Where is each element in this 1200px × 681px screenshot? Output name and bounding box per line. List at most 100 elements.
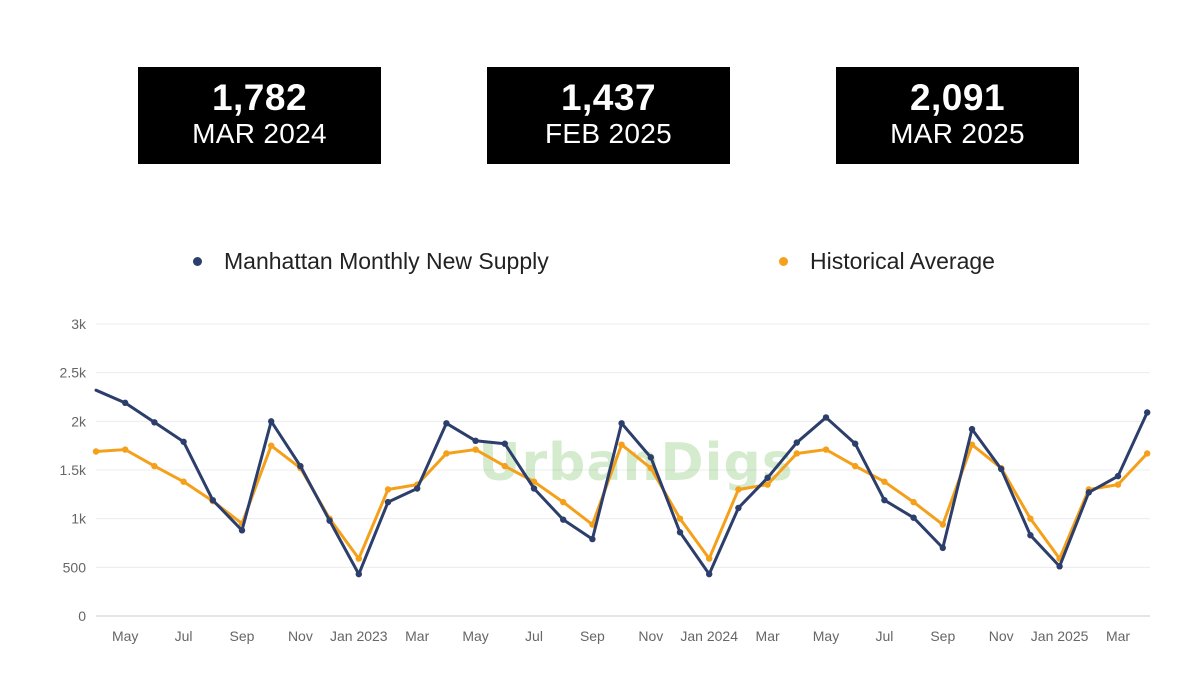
data-point[interactable] <box>180 478 187 485</box>
data-point[interactable] <box>501 462 508 470</box>
data-point[interactable] <box>735 504 742 512</box>
data-point[interactable] <box>1056 563 1063 570</box>
data-point[interactable] <box>793 450 800 457</box>
x-tick-label: Jul <box>525 628 543 644</box>
data-point[interactable] <box>151 419 158 426</box>
data-point[interactable] <box>472 437 479 444</box>
data-point[interactable] <box>939 544 946 552</box>
x-axis-ticks: May Jul Sep Nov Jan 2023 Mar May Jul Sep Nov Jan 2… <box>112 628 1130 644</box>
data-point[interactable] <box>1144 409 1151 416</box>
data-point[interactable] <box>735 486 742 493</box>
data-point[interactable] <box>706 555 713 562</box>
data-point[interactable] <box>530 485 538 492</box>
data-point[interactable] <box>910 498 917 506</box>
x-tick-label: Jul <box>175 628 193 644</box>
x-tick-label: Mar <box>756 628 780 644</box>
data-point[interactable] <box>560 498 567 506</box>
x-tick-label: Sep <box>580 628 605 644</box>
data-point[interactable] <box>1144 450 1151 457</box>
data-point[interactable] <box>501 440 508 447</box>
data-point[interactable] <box>122 399 129 407</box>
data-point[interactable] <box>355 570 362 578</box>
data-point[interactable] <box>151 462 158 470</box>
data-point[interactable] <box>647 454 654 461</box>
legend-item-historical-average[interactable]: Historical Average <box>779 248 995 275</box>
x-tick-label: May <box>813 628 839 644</box>
data-point[interactable] <box>618 420 625 427</box>
x-tick-label: Nov <box>989 628 1014 644</box>
x-tick-label: Sep <box>930 628 955 644</box>
data-point[interactable] <box>1085 489 1093 496</box>
data-point[interactable] <box>1027 515 1034 522</box>
data-point[interactable] <box>560 516 567 523</box>
legend-item-new-supply[interactable]: Manhattan Monthly New Supply <box>193 248 549 275</box>
y-tick-label: 0 <box>78 608 86 624</box>
y-tick-label: 1k <box>71 511 87 527</box>
data-point[interactable] <box>443 420 450 427</box>
data-point[interactable] <box>852 440 859 447</box>
data-point[interactable] <box>618 441 625 448</box>
series-lines <box>92 388 1151 578</box>
data-point[interactable] <box>968 425 976 433</box>
x-tick-label: May <box>462 628 488 644</box>
data-point[interactable] <box>384 498 392 506</box>
data-point[interactable] <box>443 450 450 457</box>
y-tick-label: 500 <box>63 559 87 575</box>
data-point[interactable] <box>268 442 275 449</box>
y-tick-label: 1.5k <box>60 462 87 478</box>
data-point[interactable] <box>764 481 771 488</box>
data-point[interactable] <box>530 478 538 485</box>
data-point[interactable] <box>589 535 596 543</box>
data-point[interactable] <box>384 486 392 493</box>
data-point[interactable] <box>297 462 304 470</box>
data-point[interactable] <box>852 462 859 470</box>
x-tick-label: Sep <box>230 628 255 644</box>
kpi-value: 1,782 <box>211 77 308 118</box>
series-new-supply <box>94 388 1151 578</box>
x-tick-label: Jan 2024 <box>680 628 738 644</box>
data-point[interactable] <box>209 496 216 504</box>
data-point[interactable] <box>676 529 684 536</box>
data-point[interactable] <box>647 464 654 472</box>
data-point[interactable] <box>881 478 888 485</box>
data-point[interactable] <box>939 521 946 528</box>
data-point[interactable] <box>122 446 129 453</box>
data-point[interactable] <box>355 555 362 562</box>
data-point[interactable] <box>910 514 917 521</box>
data-point[interactable] <box>998 465 1005 473</box>
data-point[interactable] <box>180 438 187 445</box>
x-tick-label: Jan 2025 <box>1031 628 1089 644</box>
data-point[interactable] <box>706 570 713 578</box>
kpi-card-mar-2024: 1,782 MAR 2024 <box>138 67 381 164</box>
data-point[interactable] <box>822 414 830 421</box>
data-point[interactable] <box>472 446 479 453</box>
legend-dot-icon <box>193 257 202 266</box>
data-point[interactable] <box>414 485 421 492</box>
y-axis-ticks: 0 500 1k 1.5k 2k 2.5k 3k <box>60 316 87 624</box>
data-point[interactable] <box>676 515 684 522</box>
data-point[interactable] <box>793 439 800 446</box>
data-point[interactable] <box>764 474 771 481</box>
data-point[interactable] <box>326 517 333 524</box>
kpi-card-mar-2025: 2,091 MAR 2025 <box>836 67 1079 164</box>
data-point[interactable] <box>238 527 246 534</box>
data-point[interactable] <box>968 441 976 448</box>
legend-dot-icon <box>779 257 788 266</box>
data-point[interactable] <box>1027 532 1034 539</box>
data-point[interactable] <box>1114 472 1122 480</box>
kpi-card-feb-2025: 1,437 FEB 2025 <box>487 67 730 164</box>
data-point[interactable] <box>268 418 275 425</box>
data-point[interactable] <box>822 446 830 453</box>
data-point[interactable] <box>1114 481 1122 488</box>
data-point[interactable] <box>881 496 888 504</box>
x-tick-label: May <box>112 628 138 644</box>
data-point[interactable] <box>92 448 100 455</box>
kpi-label: MAR 2025 <box>890 118 1025 149</box>
data-point[interactable] <box>589 521 596 528</box>
kpi-value: 2,091 <box>909 77 1006 118</box>
x-tick-label: Nov <box>638 628 663 644</box>
x-tick-label: Mar <box>1106 628 1130 644</box>
legend-label: Manhattan Monthly New Supply <box>224 248 549 274</box>
